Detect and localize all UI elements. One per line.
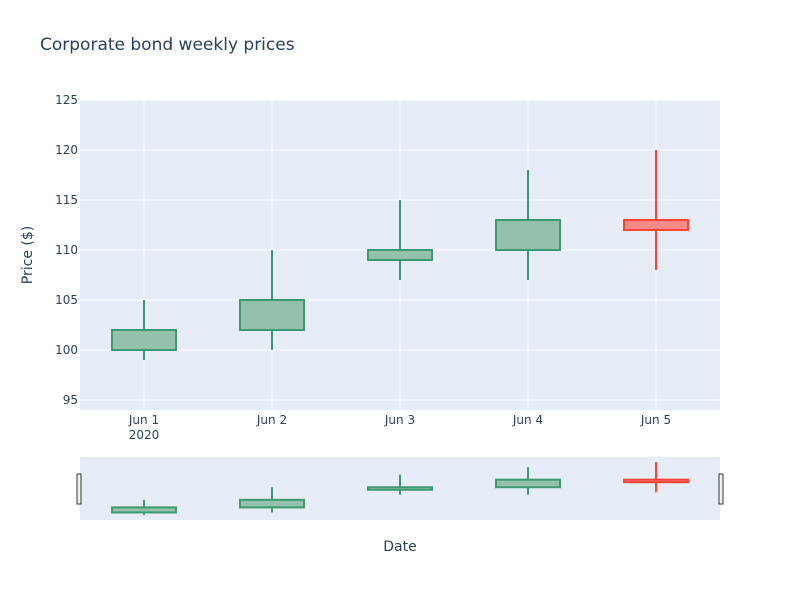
- candle-jun-4: [495, 170, 561, 280]
- y-tick-label: 115: [55, 193, 78, 207]
- y-tick-label: 125: [55, 93, 78, 107]
- x-tick-label: Jun 1: [128, 413, 159, 427]
- candle-jun-2: [239, 250, 305, 350]
- candle-body: [239, 299, 305, 331]
- y-tick-label: 100: [55, 343, 78, 357]
- x-tick-label: Jun 4: [512, 413, 543, 427]
- candle-body: [239, 498, 305, 509]
- candle-body: [623, 219, 689, 231]
- y-tick-label: 110: [55, 243, 78, 257]
- candle-jun-3: [367, 474, 433, 495]
- y-axis-title: Price ($): [20, 226, 36, 284]
- y-axis-ticks: 95 100 105 110 115 120 125: [55, 93, 78, 407]
- range-slider-candles: [111, 462, 689, 515]
- candle-jun-1: [111, 300, 177, 360]
- x-tick-label: Jun 5: [640, 413, 671, 427]
- candles: [111, 150, 689, 360]
- candle-body: [623, 478, 689, 484]
- candle-jun-5: [623, 462, 689, 493]
- candle-jun-5: [623, 150, 689, 270]
- x-axis-title: Date: [383, 539, 416, 555]
- chart-title: Corporate bond weekly prices: [40, 35, 295, 55]
- x-axis-ticks: Jun 1 Jun 2 Jun 3 Jun 4 Jun 5 2020: [128, 413, 671, 442]
- x-tick-label: Jun 3: [384, 413, 415, 427]
- y-tick-label: 120: [55, 143, 78, 157]
- candle-jun-1: [111, 499, 177, 515]
- y-tick-label: 95: [63, 393, 78, 407]
- candle-body: [111, 506, 177, 514]
- candle-body: [495, 478, 561, 489]
- candle-body: [367, 486, 433, 491]
- x-tick-label: Jun 2: [256, 413, 287, 427]
- y-tick-label: 105: [55, 293, 78, 307]
- range-slider-right-handle[interactable]: [718, 473, 724, 505]
- candle-jun-3: [367, 200, 433, 280]
- candle-body: [111, 329, 177, 351]
- x-tick-year-label: 2020: [129, 428, 160, 442]
- candle-body: [495, 219, 561, 251]
- candle-body: [367, 249, 433, 261]
- range-slider-left-handle[interactable]: [76, 473, 82, 505]
- candle-jun-2: [239, 487, 305, 513]
- candle-jun-4: [495, 467, 561, 495]
